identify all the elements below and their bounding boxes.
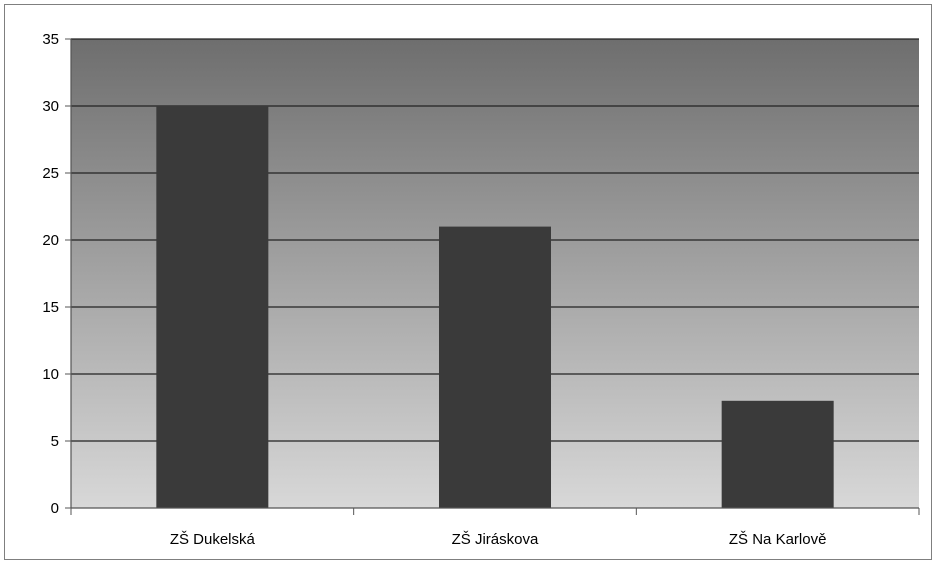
bar-3	[721, 400, 834, 508]
chart-frame: 0 5 10 15 20 25 30 35 ZŠ Dukelská ZŠ Jiráskova ZŠ…	[4, 4, 932, 560]
bar-1	[156, 106, 269, 508]
x-tick-label: ZŠ Dukelská	[170, 531, 256, 548]
bars	[156, 106, 834, 508]
axes	[70, 39, 920, 515]
y-tick-label: 30	[42, 98, 59, 115]
y-tick-label: 15	[42, 299, 59, 316]
y-axis-tick-labels: 0 5 10 15 20 25 30 35	[42, 31, 59, 517]
y-tick-label: 0	[51, 500, 59, 517]
bar-2	[439, 226, 551, 508]
x-tick-label: ZŠ Na Karlově	[729, 531, 827, 548]
y-tick-label: 5	[51, 433, 59, 450]
y-tick-label: 20	[42, 232, 59, 249]
y-tick-label: 25	[42, 165, 59, 182]
y-tick-label: 35	[42, 31, 59, 48]
x-axis-tick-labels: ZŠ Dukelská ZŠ Jiráskova ZŠ Na Karlově	[170, 531, 827, 548]
x-tick-label: ZŠ Jiráskova	[452, 531, 539, 548]
y-tick-label: 10	[42, 366, 59, 383]
